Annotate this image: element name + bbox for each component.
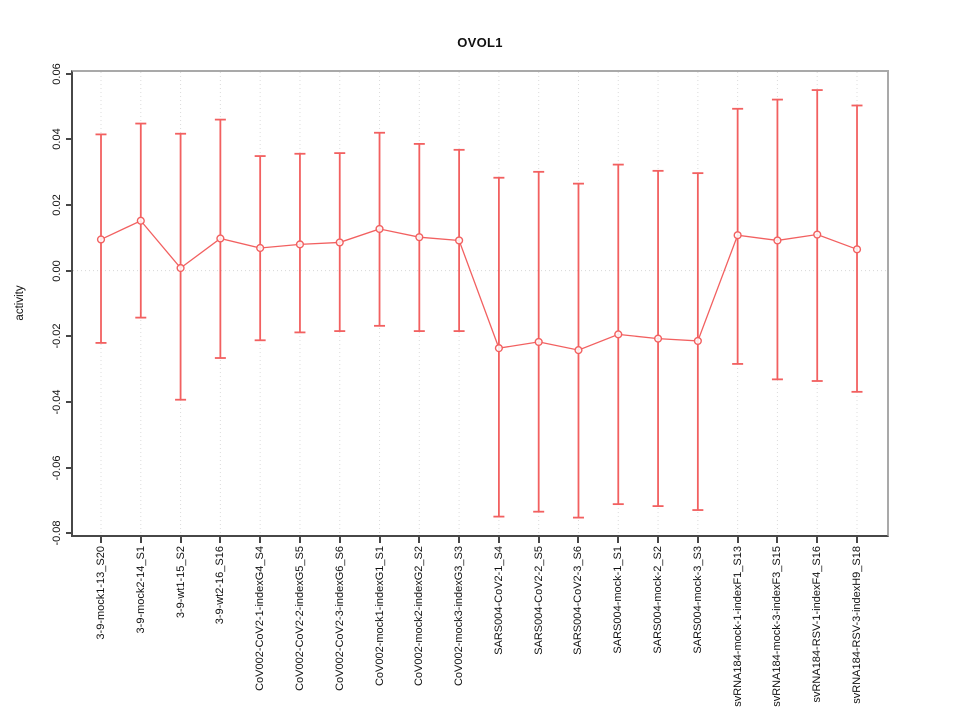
data-point-marker xyxy=(733,231,742,240)
x-tick xyxy=(139,537,142,543)
data-point-marker xyxy=(216,234,225,243)
x-tick-label: SARS004-CoV2-1_S4 xyxy=(492,546,505,655)
y-tick xyxy=(66,72,73,75)
plot-canvas xyxy=(73,72,887,535)
data-point-marker xyxy=(574,346,583,355)
x-tick-label: SARS004-mock-3_S3 xyxy=(691,546,704,654)
x-tick-label: 3-9-wt2-16_S16 xyxy=(214,546,227,625)
data-point-marker xyxy=(534,337,543,347)
x-tick xyxy=(338,537,341,543)
y-tick xyxy=(66,466,73,469)
chart-title: OVOL1 xyxy=(457,35,503,50)
data-point-marker xyxy=(415,233,424,242)
x-tick-label: 3-9-wt1-15_S2 xyxy=(174,546,187,619)
data-point-marker xyxy=(256,243,265,253)
data-point-marker xyxy=(494,344,504,353)
x-tick-label: svRNA184-RSV-1-indexF4_S16 xyxy=(811,546,824,703)
y-tick-label: 0.04 xyxy=(51,128,63,151)
y-tick xyxy=(66,203,73,206)
data-point-marker xyxy=(773,236,782,245)
data-point-marker xyxy=(375,224,384,234)
x-tick xyxy=(497,537,500,543)
x-tick xyxy=(458,537,461,543)
x-tick-label: CoV002-mock3-indexG3_S3 xyxy=(453,546,466,687)
data-point-marker xyxy=(455,236,464,245)
y-tick-label: 0.06 xyxy=(51,62,63,85)
data-point-marker xyxy=(136,216,145,225)
data-point-marker xyxy=(96,235,106,244)
x-tick xyxy=(617,537,620,543)
series-line xyxy=(100,219,858,351)
x-tick xyxy=(537,537,540,543)
y-tick-label: -0.06 xyxy=(51,455,63,481)
x-tick-label: SARS004-CoV2-2_S5 xyxy=(532,546,545,655)
plot-area xyxy=(71,70,889,537)
y-tick xyxy=(66,401,73,403)
x-tick xyxy=(657,537,660,543)
x-tick-label: svRNA184-mock-3-indexF3_S15 xyxy=(771,546,784,707)
x-tick-label: svRNA184-RSV-3-indexH9_S18 xyxy=(851,546,863,704)
x-tick xyxy=(776,537,779,543)
y-tick xyxy=(66,335,73,338)
x-tick xyxy=(696,537,699,543)
x-tick xyxy=(179,537,182,543)
x-tick-label: 3-9-mock2-14_S1 xyxy=(134,546,147,634)
x-tick-label: CoV002-CoV2-1-indexG4_S4 xyxy=(254,546,267,691)
x-tick xyxy=(219,537,222,543)
data-point-marker xyxy=(813,230,822,239)
y-tick xyxy=(66,532,73,535)
x-tick-label: svRNA184-mock-1-indexF1_S13 xyxy=(731,546,744,707)
x-tick-label: CoV002-mock2-indexG2_S2 xyxy=(413,546,426,687)
x-tick-label: 3-9-mock1-13_S20 xyxy=(95,546,107,640)
data-point-marker xyxy=(176,263,185,273)
y-axis-title: activity xyxy=(14,285,26,321)
x-tick xyxy=(378,537,381,543)
x-tick xyxy=(736,537,739,543)
y-tick-label: 0.02 xyxy=(51,194,63,216)
y-tick xyxy=(66,138,73,141)
x-tick xyxy=(816,537,819,543)
y-tick xyxy=(66,269,73,272)
x-tick-label: SARS004-CoV2-3_S6 xyxy=(572,546,585,655)
x-tick-label: CoV002-CoV2-2-indexG5_S5 xyxy=(293,546,306,691)
x-tick xyxy=(856,537,858,543)
data-point-marker xyxy=(693,336,702,346)
y-tick-label: 0.00 xyxy=(51,259,63,282)
y-tick-label: -0.04 xyxy=(51,389,63,415)
x-tick-label: SARS004-mock-2_S2 xyxy=(652,546,665,654)
x-tick xyxy=(577,537,580,543)
x-tick xyxy=(100,537,102,543)
data-point-marker xyxy=(295,240,305,249)
x-tick-label: CoV002-CoV2-3-indexG6_S6 xyxy=(333,546,346,691)
data-point-marker xyxy=(614,330,623,339)
x-tick xyxy=(259,537,262,543)
data-point-marker xyxy=(852,245,862,254)
y-tick-label: -0.02 xyxy=(51,323,63,349)
x-tick-label: SARS004-mock-1_S1 xyxy=(612,546,625,654)
data-point-marker xyxy=(653,334,663,343)
x-tick xyxy=(418,537,421,543)
x-tick-label: CoV002-mock1-indexG1_S1 xyxy=(373,546,386,687)
x-tick xyxy=(298,537,301,543)
y-tick-label: -0.08 xyxy=(51,520,63,546)
data-point-marker xyxy=(335,238,344,247)
